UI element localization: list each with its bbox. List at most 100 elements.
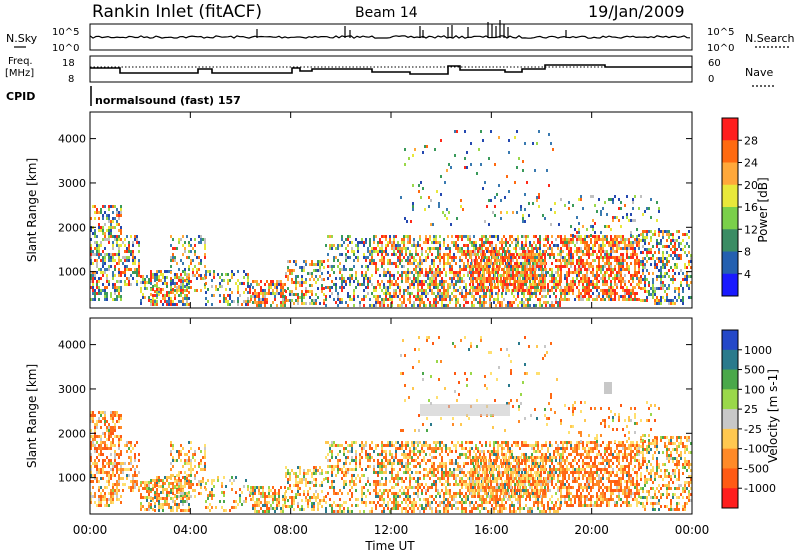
echo-cell-3472	[658, 251, 660, 254]
echo-cell-3548	[670, 242, 672, 245]
echo-cell-1684	[451, 256, 453, 259]
echo-cell-3538	[668, 254, 670, 257]
echo-cell-3800	[580, 198, 582, 201]
echo-cell-2441	[480, 262, 482, 265]
echo-cell-697	[231, 488, 233, 491]
echo-cell-111	[102, 462, 104, 465]
echo-cell-1574	[435, 274, 437, 277]
echo-cell-3846	[628, 219, 630, 222]
echo-cell-698	[239, 294, 241, 297]
echo-cell-2940	[582, 286, 584, 289]
echo-cell-526	[188, 491, 190, 494]
echo-cell-3155	[610, 289, 612, 292]
echo-cell-3188	[614, 298, 616, 301]
echo-cell-1450	[417, 289, 419, 292]
echo-cell-1300	[395, 262, 397, 265]
echo-cell-255	[118, 453, 120, 456]
echo-cell-256	[118, 456, 120, 459]
echo-cell-1510	[427, 238, 429, 241]
echo-cell-518	[188, 282, 190, 285]
echo-cell-3001	[590, 271, 592, 274]
echo-cell-2433	[478, 271, 480, 274]
echo-cell-995	[337, 244, 339, 247]
echo-cell-1812	[471, 241, 473, 244]
echo-cell-555	[182, 277, 184, 280]
echo-cell-2718	[536, 259, 538, 262]
echo-cell-62	[96, 283, 98, 286]
echo-cell-1340	[401, 271, 403, 274]
echo-cell-1498	[425, 241, 427, 244]
echo-cell-3835	[618, 198, 620, 201]
echo-cell-3477	[658, 287, 660, 290]
echo-cell-832	[287, 287, 289, 290]
echo-cell-364	[148, 484, 150, 487]
echo-cell-507	[186, 273, 188, 276]
echo-cell-348	[142, 487, 144, 490]
echo-cell-3737	[506, 211, 508, 214]
echo-cell-866	[297, 490, 299, 493]
echo-cell-25	[92, 435, 94, 438]
echo-cell-309	[130, 480, 132, 483]
echo-cell-1240	[385, 292, 387, 295]
echo-cell-211	[116, 235, 118, 238]
echo-cell-1305	[395, 292, 397, 295]
echo-cell-3693	[448, 211, 450, 214]
echo-cell-1114	[363, 304, 365, 307]
echo-cell-705	[243, 300, 245, 303]
echo-cell-1053	[349, 274, 351, 277]
echo-cell-2451	[482, 256, 484, 259]
echo-cell-1307	[397, 241, 399, 244]
echo-cell-3475	[658, 269, 660, 272]
echo-cell-1327	[399, 274, 401, 277]
echo-cell-223	[114, 459, 116, 462]
echo-cell-1770	[463, 298, 465, 301]
echo-cell-2634	[520, 280, 522, 283]
echo-cell-2545	[502, 274, 504, 277]
echo-cell-461	[170, 491, 172, 494]
echo-cell-2599	[512, 289, 514, 292]
echo-cell-991	[331, 486, 333, 489]
echo-cell-1594	[437, 289, 439, 292]
echo-cell-589	[186, 474, 188, 477]
echo-cell-2717	[536, 256, 538, 259]
echo-cell-3416	[648, 248, 650, 251]
echo-cell-986	[333, 283, 335, 286]
echo-cell-794	[276, 289, 278, 292]
echo-cell-2817	[566, 262, 568, 265]
echo-cell-1178	[375, 301, 377, 304]
echo-cell-39	[94, 435, 96, 438]
echo-cell-3274	[626, 286, 628, 289]
echo-cell-2068	[509, 235, 511, 238]
echo-cell-2725	[538, 259, 540, 262]
echo-cell-2755	[544, 253, 546, 256]
echo-cell-3619	[684, 233, 686, 236]
echo-cell-277	[120, 495, 122, 498]
echo-cell-3066	[600, 250, 602, 253]
echo-cell-194	[112, 420, 114, 423]
echo-cell-3306	[632, 241, 634, 244]
echo-cell-32	[92, 486, 94, 489]
echo-cell-573	[188, 256, 190, 259]
echo-cell-3689	[446, 169, 448, 172]
echo-cell-1704	[453, 289, 455, 292]
echo-cell-61	[96, 280, 98, 283]
echo-cell-160	[108, 462, 110, 465]
echo-cell-3062	[598, 295, 600, 298]
echo-cell-1003	[333, 501, 335, 504]
echo-cell-561	[184, 250, 186, 253]
echo-cell-428	[162, 479, 164, 482]
echo-cell-485	[176, 506, 178, 509]
echo-cell-1269	[389, 298, 391, 301]
echo-cell-72	[98, 250, 100, 253]
echo-cell-197	[114, 259, 116, 262]
echo-cell-1475	[421, 259, 423, 262]
echo-cell-85	[100, 414, 102, 417]
echo-cell-691	[237, 285, 239, 288]
echo-cell-841	[289, 505, 291, 508]
echo-cell-3134	[608, 286, 610, 289]
echo-cell-2914	[580, 238, 582, 241]
echo-cell-2927	[580, 295, 582, 298]
echo-cell-890	[305, 472, 307, 475]
echo-cell-3344	[636, 277, 638, 280]
echo-cell-598	[188, 474, 190, 477]
